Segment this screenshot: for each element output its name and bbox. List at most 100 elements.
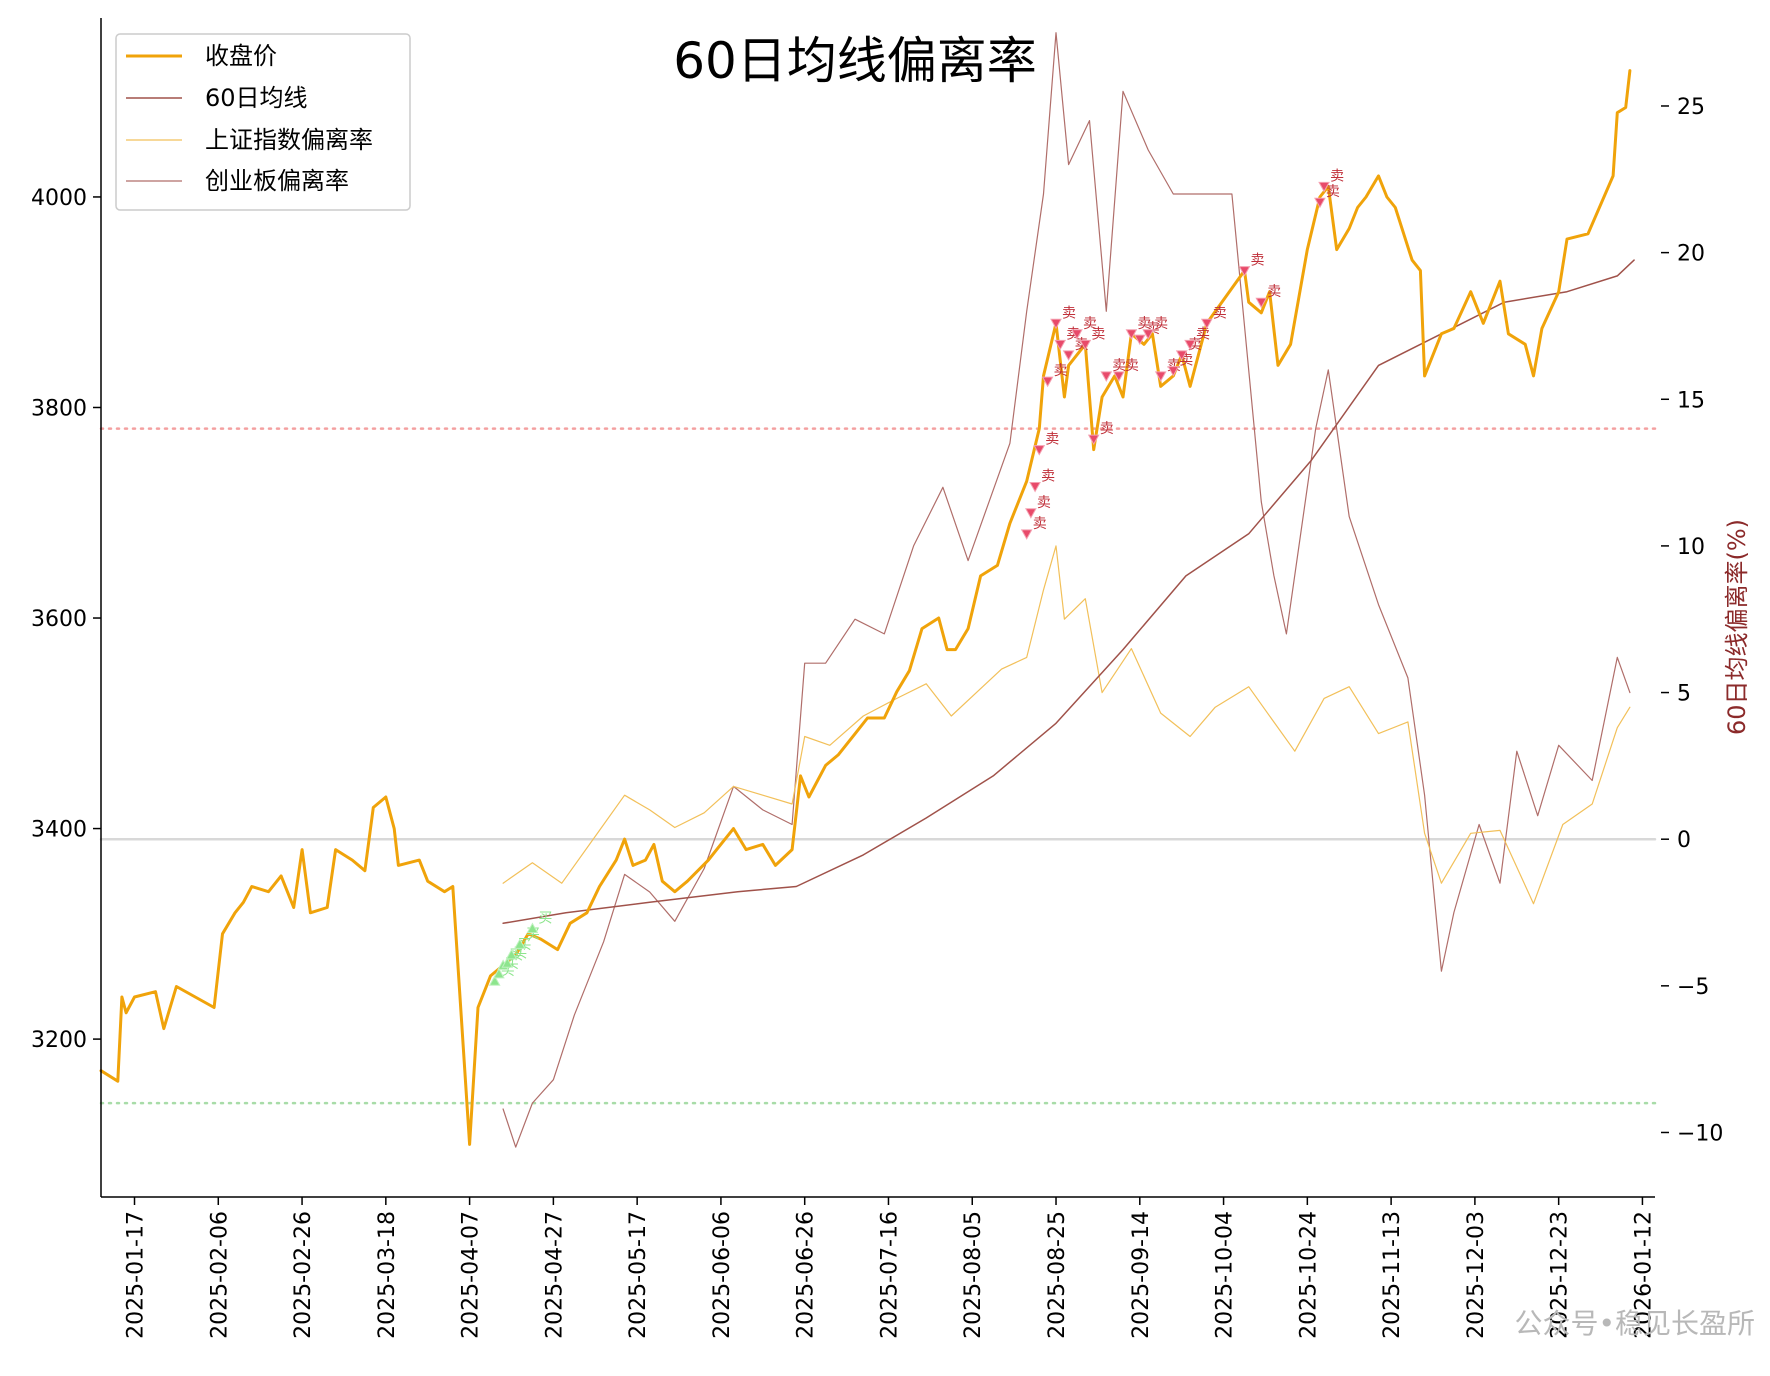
left-tick-label-2: 3600 [31, 607, 87, 632]
sell-label-5: 卖 [1062, 305, 1076, 321]
sell-marker-4 [1041, 376, 1054, 388]
sell-label-2: 卖 [1041, 468, 1055, 484]
x-tick-label-8: 2025-06-26 [794, 1211, 819, 1339]
right-tick-label-3: 5 [1677, 682, 1691, 707]
right-axis-label: 60日均线偏离率(%) [1723, 519, 1751, 735]
sell-marker-12 [1113, 371, 1125, 382]
left-tick-label-4: 4000 [31, 186, 87, 211]
x-tick-label-9: 2025-07-16 [877, 1211, 902, 1339]
sell-label-3: 卖 [1045, 432, 1059, 448]
watermark: 公众号•稳见长盈所 [1514, 1307, 1755, 1340]
sell-label-23: 卖 [1326, 184, 1340, 200]
sell-marker-9 [1079, 339, 1092, 351]
right-tick-label-6: 20 [1677, 242, 1705, 267]
sell-marker-22 [1255, 297, 1268, 309]
sell-marker-15 [1142, 329, 1155, 340]
legend-label-sse-deviation: 上证指数偏离率 [205, 126, 373, 154]
right-axis-ticks: −10 −5 0 5 10 15 20 25 [1661, 95, 1723, 1146]
legend-label-close: 收盘价 [205, 42, 277, 70]
sell-label-4: 卖 [1054, 363, 1068, 379]
buy-label-6: 买 [538, 911, 552, 927]
sell-marker-24 [1318, 181, 1330, 193]
right-tick-label-4: 10 [1677, 535, 1705, 560]
left-tick-label-3: 3800 [31, 396, 87, 421]
x-tick-label-14: 2025-10-24 [1296, 1211, 1321, 1339]
x-tick-label-18: 2026-01-12 [1631, 1211, 1656, 1339]
x-tick-label-11: 2025-08-25 [1045, 1211, 1070, 1339]
sell-marker-5 [1050, 318, 1062, 330]
sell-marker-7 [1062, 350, 1075, 361]
left-tick-label-0: 3200 [31, 1028, 87, 1053]
sell-label-13: 卖 [1137, 316, 1151, 332]
sell-marker-18 [1175, 350, 1188, 361]
chart-title: 60日均线偏离率 [673, 32, 1037, 90]
sell-marker-21 [1238, 266, 1251, 277]
sell-marker-3 [1033, 445, 1046, 456]
x-tick-label-12: 2025-09-14 [1129, 1211, 1154, 1339]
x-tick-label-13: 2025-10-04 [1213, 1211, 1238, 1339]
sell-marker-1 [1025, 508, 1037, 519]
sell-label-11: 卖 [1112, 358, 1126, 374]
sell-label-9: 卖 [1091, 326, 1105, 342]
legend-label-chinext-deviation: 创业板偏离率 [205, 167, 349, 195]
sell-marker-17 [1167, 366, 1180, 377]
x-tick-label-16: 2025-12-03 [1464, 1211, 1489, 1339]
sell-marker-20 [1200, 318, 1213, 330]
right-tick-label-0: −10 [1677, 1121, 1723, 1146]
series-line-2 [502, 545, 1631, 905]
sell-label-0: 卖 [1033, 516, 1047, 532]
left-tick-label-1: 3400 [31, 818, 87, 843]
buy-marker-4 [505, 948, 518, 960]
sell-marker-8 [1071, 329, 1083, 340]
x-tick-label-5: 2025-04-27 [542, 1211, 567, 1339]
x-tick-label-7: 2025-06-06 [710, 1211, 735, 1339]
right-tick-label-5: 15 [1677, 388, 1705, 413]
left-axis-ticks: 3200 3400 3600 3800 4000 [31, 186, 101, 1053]
legend-label-ma60: 60日均线 [205, 84, 308, 112]
right-tick-label-1: −5 [1677, 975, 1709, 1000]
x-tick-label-10: 2025-08-05 [961, 1211, 986, 1339]
sell-marker-10 [1087, 434, 1100, 446]
sell-label-10: 卖 [1100, 421, 1114, 437]
sell-label-24: 卖 [1330, 168, 1344, 184]
x-tick-label-1: 2025-02-06 [207, 1211, 232, 1339]
sell-label-22: 卖 [1267, 284, 1281, 300]
sell-marker-11 [1100, 371, 1113, 382]
sell-label-19: 卖 [1196, 326, 1210, 342]
buy-marker-1 [493, 967, 505, 979]
sell-marker-14 [1133, 334, 1146, 346]
buy-marker-3 [501, 957, 514, 968]
sell-marker-13 [1125, 329, 1138, 340]
sell-label-1: 卖 [1037, 495, 1051, 511]
legend: 收盘价 60日均线 上证指数偏离率 创业板偏离率 [115, 33, 411, 211]
x-tick-label-4: 2025-04-07 [459, 1211, 484, 1339]
buy-marker-6 [526, 922, 539, 934]
x-tick-label-2: 2025-02-26 [291, 1211, 316, 1339]
buy-label-3: 买 [513, 945, 527, 961]
right-tick-label-2: 0 [1677, 828, 1691, 853]
buy-marker-0 [488, 975, 501, 986]
x-axis-ticks: 2025-01-17 2025-02-06 2025-02-26 2025-03-18… [124, 1197, 1656, 1339]
x-tick-label-6: 2025-05-17 [626, 1211, 651, 1339]
x-tick-label-3: 2025-03-18 [375, 1211, 400, 1339]
sell-marker-16 [1154, 371, 1167, 382]
buy-marker-5 [514, 938, 526, 949]
sell-label-12: 卖 [1125, 358, 1139, 374]
sell-label-20: 卖 [1213, 305, 1227, 321]
x-tick-label-0: 2025-01-17 [124, 1211, 149, 1339]
right-tick-label-7: 25 [1677, 95, 1705, 120]
sell-label-15: 卖 [1154, 316, 1168, 332]
sell-marker-2 [1029, 481, 1041, 493]
sell-marker-19 [1184, 339, 1196, 351]
sell-marker-23 [1314, 197, 1326, 209]
threshold-lines [99, 427, 1657, 1105]
sell-marker-0 [1020, 529, 1033, 540]
sell-label-21: 卖 [1251, 253, 1265, 269]
x-tick-label-17: 2025-12-23 [1548, 1211, 1573, 1339]
series-layer [99, 32, 1635, 1148]
legend-box [115, 33, 411, 211]
sell-marker-6 [1054, 339, 1067, 351]
x-tick-label-15: 2025-11-13 [1380, 1211, 1405, 1339]
